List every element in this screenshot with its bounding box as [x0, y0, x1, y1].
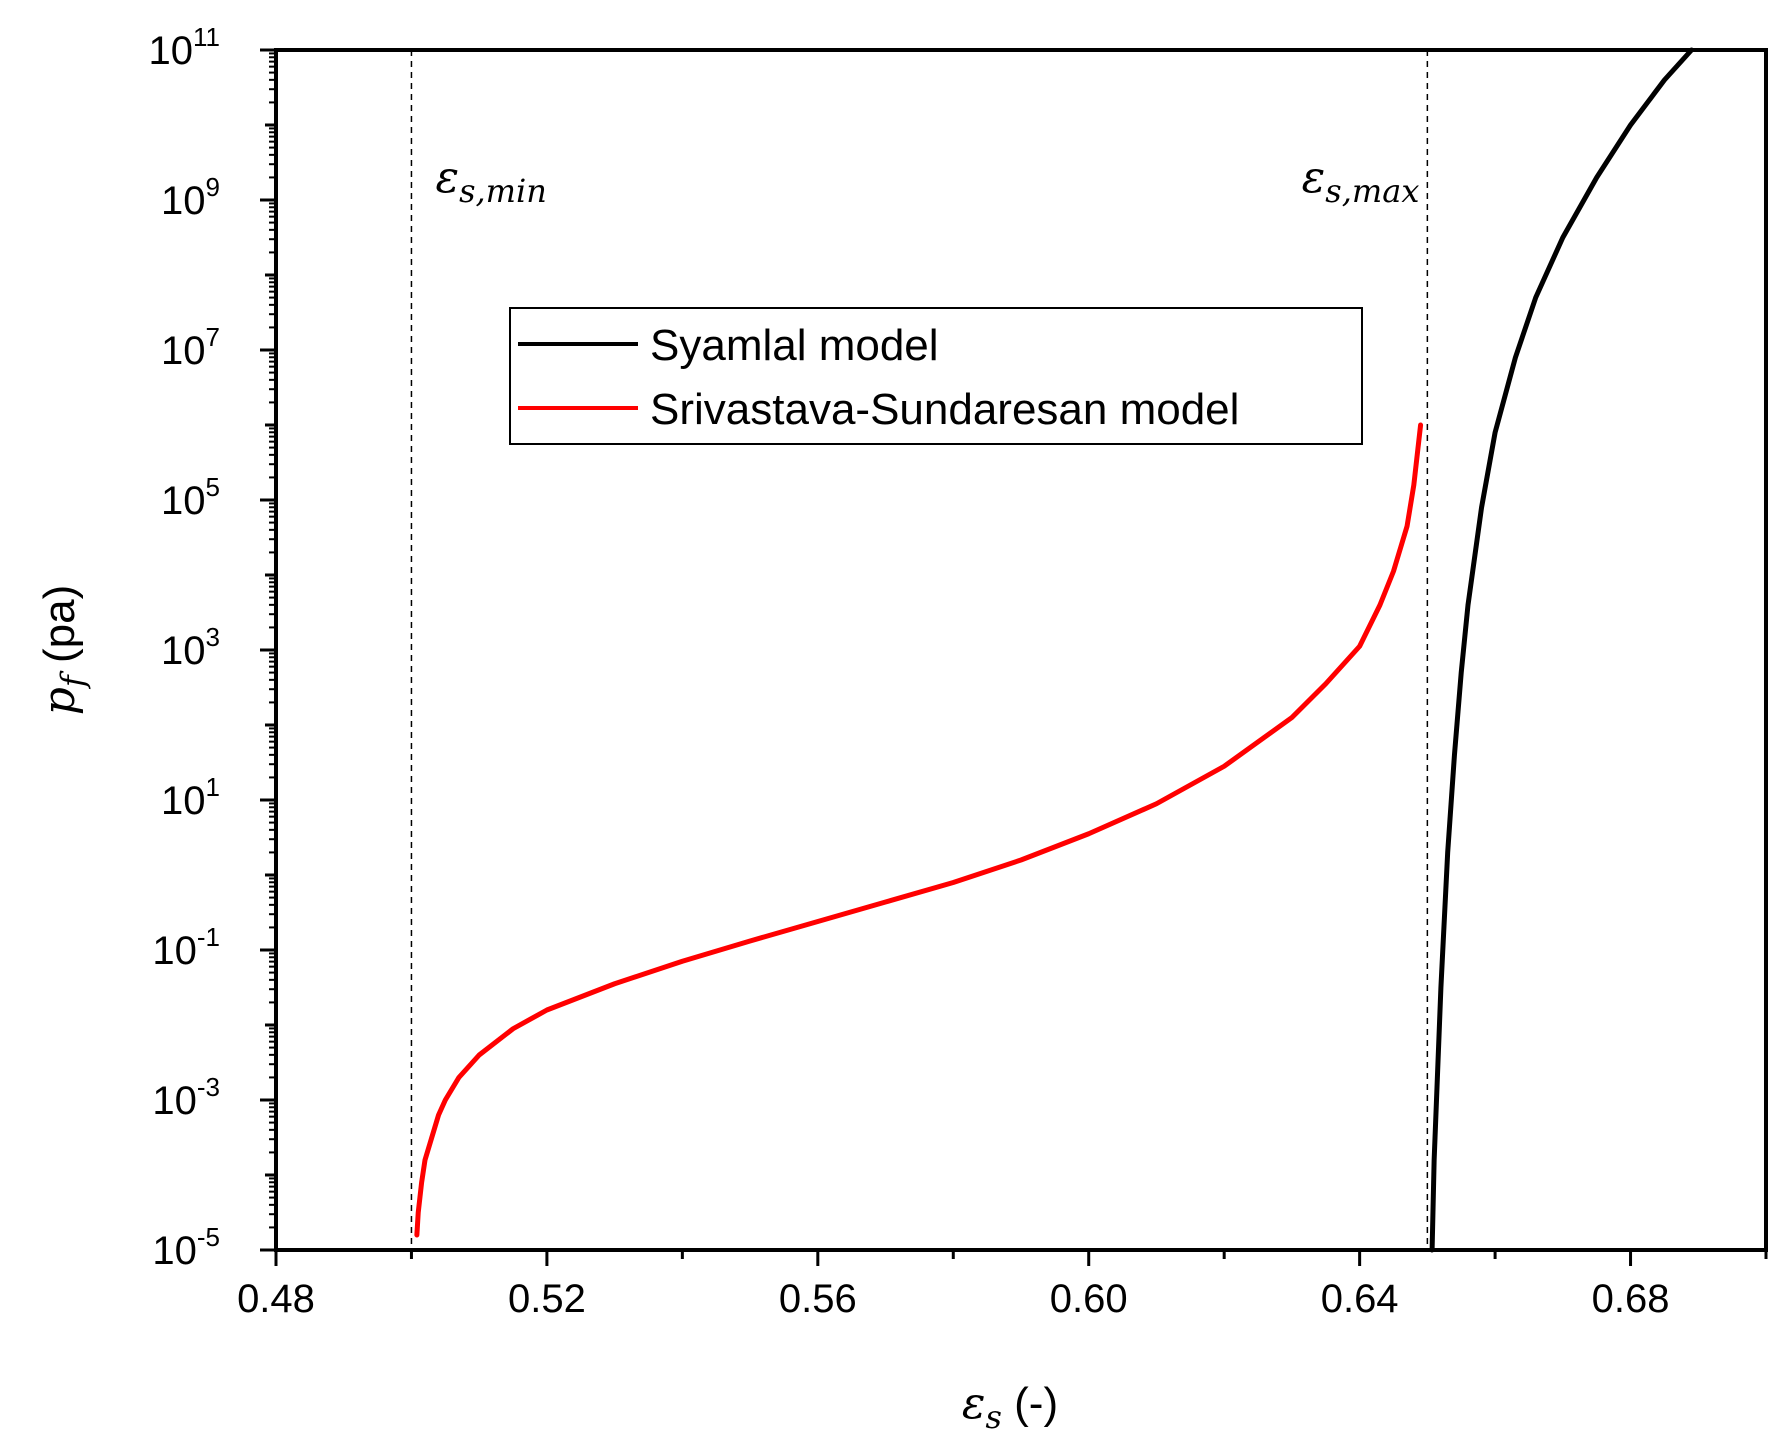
y-tick-label: 103: [161, 622, 220, 673]
legend-label-srivastava: Srivastava-Sundaresan model: [650, 385, 1239, 434]
y-axis-title: pf (pa): [34, 585, 92, 716]
annotations: εs,min εs,max: [435, 152, 1419, 210]
y-tick-label: 101: [161, 772, 220, 823]
legend: Syamlal model Srivastava-Sundaresan mode…: [509, 307, 1363, 445]
plot-area-frame: [274, 48, 1768, 1252]
series-syamlal-line: [1429, 47, 1694, 1253]
x-tick-label: 0.52: [508, 1277, 586, 1321]
x-tick-label: 0.60: [1050, 1277, 1128, 1321]
series-layer: [414, 47, 1694, 1253]
x-axis-title: εs (-): [962, 1378, 1058, 1436]
y-tick-label: 10-1: [152, 922, 220, 973]
y-tick-label: 10-3: [152, 1072, 220, 1123]
reference-lines: [410, 50, 1429, 1250]
series-srivastava-sundaresan-line: [414, 422, 1424, 1238]
tick-labels: 0.48 0.52 0.56 0.60 0.64 0.68 1011 109 107 105 103…: [149, 22, 1670, 1321]
y-tick-label: 105: [161, 472, 220, 523]
x-tick-label: 0.48: [237, 1277, 315, 1321]
x-tick-label: 0.64: [1321, 1277, 1399, 1321]
x-tick-label: 0.68: [1592, 1277, 1670, 1321]
legend-box: [509, 307, 1363, 445]
x-tick-label: 0.56: [779, 1277, 857, 1321]
plot-area-border: [274, 48, 1768, 1252]
y-tick-label: 10-5: [152, 1222, 220, 1273]
axis-ticks: [260, 48, 1768, 1266]
eps-max-label: εs,max: [1302, 152, 1420, 210]
y-tick-label: 107: [161, 322, 220, 373]
y-tick-label: 1011: [149, 22, 221, 73]
eps-min-label: εs,min: [435, 152, 546, 210]
legend-label-syamlal: Syamlal model: [650, 321, 939, 370]
y-tick-label: 109: [161, 172, 220, 223]
